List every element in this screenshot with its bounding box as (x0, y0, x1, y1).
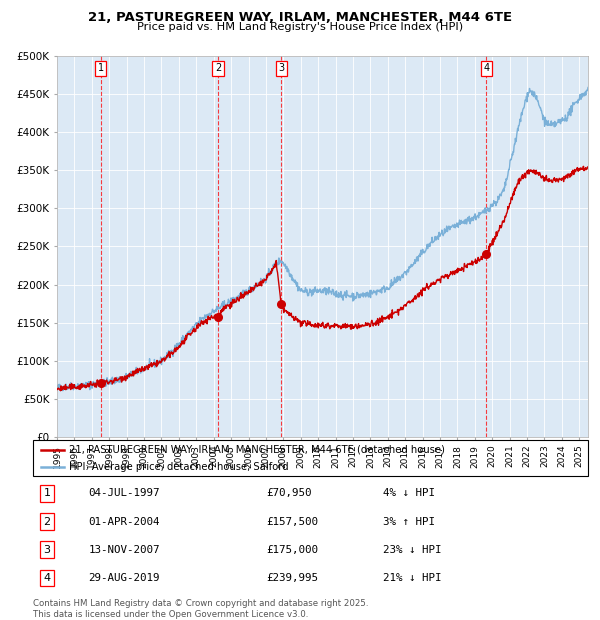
Text: 3: 3 (43, 545, 50, 555)
Text: 4: 4 (483, 63, 490, 73)
Text: £175,000: £175,000 (266, 545, 318, 555)
Text: 21, PASTUREGREEN WAY, IRLAM, MANCHESTER, M44 6TE (detached house): 21, PASTUREGREEN WAY, IRLAM, MANCHESTER,… (69, 445, 445, 455)
Text: 2: 2 (215, 63, 221, 73)
Text: £157,500: £157,500 (266, 516, 318, 526)
Text: £239,995: £239,995 (266, 573, 318, 583)
Text: 04-JUL-1997: 04-JUL-1997 (89, 489, 160, 498)
Text: 21, PASTUREGREEN WAY, IRLAM, MANCHESTER, M44 6TE: 21, PASTUREGREEN WAY, IRLAM, MANCHESTER,… (88, 11, 512, 24)
Text: 4% ↓ HPI: 4% ↓ HPI (383, 489, 434, 498)
Text: 3: 3 (278, 63, 284, 73)
Text: HPI: Average price, detached house, Salford: HPI: Average price, detached house, Salf… (69, 462, 289, 472)
Text: Price paid vs. HM Land Registry's House Price Index (HPI): Price paid vs. HM Land Registry's House … (137, 22, 463, 32)
Text: 3% ↑ HPI: 3% ↑ HPI (383, 516, 434, 526)
Text: 4: 4 (43, 573, 50, 583)
Text: 01-APR-2004: 01-APR-2004 (89, 516, 160, 526)
Text: £70,950: £70,950 (266, 489, 311, 498)
Text: Contains HM Land Registry data © Crown copyright and database right 2025.
This d: Contains HM Land Registry data © Crown c… (33, 600, 368, 619)
Text: 23% ↓ HPI: 23% ↓ HPI (383, 545, 441, 555)
Text: 2: 2 (43, 516, 50, 526)
Text: 1: 1 (97, 63, 104, 73)
Text: 1: 1 (43, 489, 50, 498)
Text: 13-NOV-2007: 13-NOV-2007 (89, 545, 160, 555)
Text: 21% ↓ HPI: 21% ↓ HPI (383, 573, 441, 583)
Text: 29-AUG-2019: 29-AUG-2019 (89, 573, 160, 583)
